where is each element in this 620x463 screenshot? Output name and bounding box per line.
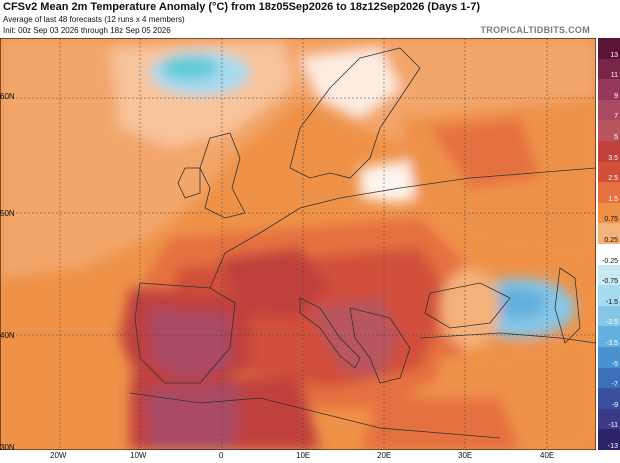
color-legend-step: 3.5	[598, 141, 620, 162]
color-legend-step: 1.5	[598, 182, 620, 203]
color-legend-step: 9	[598, 79, 620, 100]
map-title: CFSv2 Mean 2m Temperature Anomaly (°C) f…	[3, 1, 480, 13]
color-legend-step: -1.5	[598, 285, 620, 306]
lon-label-20w: 20W	[50, 451, 67, 460]
lon-label-30e: 30E	[458, 451, 473, 460]
header: CFSv2 Mean 2m Temperature Anomaly (°C) f…	[0, 0, 620, 38]
color-legend-step: -13	[598, 429, 620, 450]
color-legend-step: -7	[598, 367, 620, 389]
lat-label-30n: 30N	[0, 443, 15, 452]
color-legend-step: -11	[598, 408, 620, 430]
color-legend-step: 11	[598, 58, 620, 80]
init-text: Init: 00z Sep 03 2026 through 18z Sep 05…	[3, 26, 171, 35]
color-legend-step: 5	[598, 120, 620, 141]
color-legend: 13 11 9 7 5 3.5 2.5 1.5 0.75 0.25 -0.25 -0.75 -1.5 -2…	[598, 38, 620, 450]
color-legend-step: 0.75	[598, 202, 620, 224]
map-subtitle: Average of last 48 forecasts (12 runs x …	[3, 15, 185, 24]
color-legend-step: 13	[598, 38, 620, 59]
lon-label-10w: 10W	[130, 451, 147, 460]
temperature-anomaly-map	[0, 38, 596, 450]
color-legend-step: -3.5	[598, 326, 620, 347]
lat-label-50n: 50N	[0, 209, 15, 218]
graticule	[0, 38, 596, 450]
lon-label-20e: 20E	[377, 451, 392, 460]
lon-label-10e: 10E	[296, 451, 311, 460]
anomaly-shading	[0, 38, 596, 450]
color-legend-step: -9	[598, 388, 620, 409]
lon-label-40e: 40E	[540, 451, 555, 460]
color-legend-step: 2.5	[598, 161, 620, 183]
lat-label-40n: 40N	[0, 331, 15, 340]
color-legend-step: 0.25	[598, 223, 620, 244]
brand-watermark: TROPICALTIDBITS.COM	[480, 25, 590, 35]
lon-label-0: 0	[219, 451, 224, 460]
color-legend-step: -2.5	[598, 305, 620, 327]
color-legend-step: -0.25	[598, 244, 620, 265]
color-legend-step: -5	[598, 347, 620, 368]
lat-label-60n: 60N	[0, 92, 15, 101]
color-legend-step: -0.75	[598, 264, 620, 286]
color-legend-step: 7	[598, 99, 620, 121]
